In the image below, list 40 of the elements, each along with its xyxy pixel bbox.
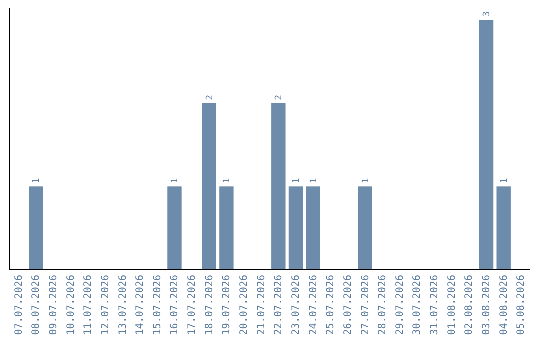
data-label: 1 bbox=[500, 178, 510, 184]
x-tick-label: 12.07.2026 bbox=[100, 275, 112, 336]
x-tick-label: 21.07.2026 bbox=[256, 275, 268, 336]
x-tick-label: 02.08.2026 bbox=[464, 275, 476, 336]
x-tick-label: 19.07.2026 bbox=[222, 275, 233, 336]
x-tick-label: 13.07.2026 bbox=[118, 275, 129, 336]
x-tick-label: 14.07.2026 bbox=[135, 275, 146, 336]
x-tick-label: 31.07.2026 bbox=[430, 275, 441, 336]
data-label: 1 bbox=[222, 178, 233, 184]
x-tick-label: 26.07.2026 bbox=[342, 275, 354, 336]
x-tick-label: 07.07.2026 bbox=[14, 275, 25, 336]
x-tick-label: 30.07.2026 bbox=[412, 275, 424, 336]
x-tick-label: 17.07.2026 bbox=[187, 275, 198, 336]
data-label: 2 bbox=[274, 94, 285, 100]
x-tick-label: 22.07.2026 bbox=[274, 275, 285, 336]
data-label: 2 bbox=[205, 94, 216, 100]
x-tick-label: 27.07.2026 bbox=[360, 275, 372, 336]
data-label: 3 bbox=[482, 12, 493, 17]
x-tick-label: 29.07.2026 bbox=[394, 275, 406, 336]
x-tick-label: 16.07.2026 bbox=[170, 275, 181, 336]
x-tick-label: 08.07.2026 bbox=[31, 275, 42, 336]
x-tick-label: 28.07.2026 bbox=[378, 275, 389, 336]
x-tick-label: 20.07.2026 bbox=[239, 275, 250, 336]
x-tick-label: 05.08.2026 bbox=[516, 275, 528, 336]
x-tick-label: 24.07.2026 bbox=[308, 275, 320, 336]
data-label: 1 bbox=[292, 178, 302, 184]
x-tick-label: 09.07.2026 bbox=[48, 275, 60, 336]
x-tick-label: 10.07.2026 bbox=[66, 275, 77, 336]
x-tick-label: 11.07.2026 bbox=[83, 275, 94, 336]
x-tick-label: 15.07.2026 bbox=[152, 275, 164, 336]
data-label: 1 bbox=[170, 178, 181, 184]
x-tick-label: 03.08.2026 bbox=[482, 275, 493, 336]
x-tick-label: 01.08.2026 bbox=[446, 275, 458, 336]
x-tick-label: 25.07.2026 bbox=[326, 275, 337, 336]
x-tick-label: 04.08.2026 bbox=[498, 275, 510, 336]
x-tick-label: 18.07.2026 bbox=[204, 275, 216, 336]
data-label: 1 bbox=[361, 178, 372, 184]
data-label: 1 bbox=[309, 178, 320, 184]
x-tick-label: 23.07.2026 bbox=[290, 275, 302, 336]
data-label: 1 bbox=[32, 178, 42, 184]
